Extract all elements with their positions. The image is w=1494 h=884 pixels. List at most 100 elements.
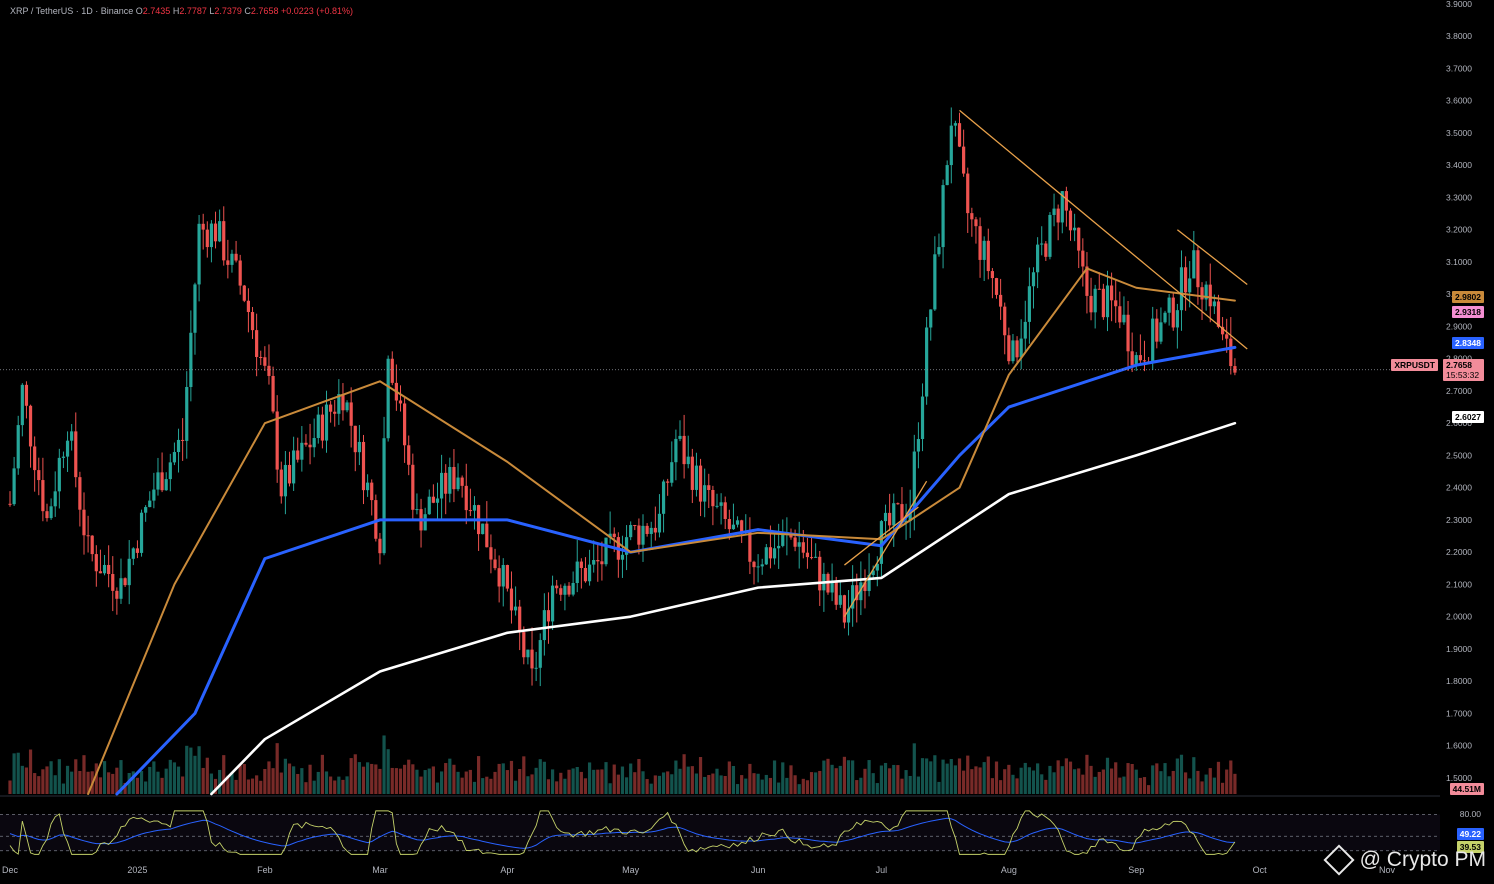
candle-body <box>357 441 361 453</box>
candle-body <box>53 491 57 507</box>
volume-bar <box>1023 762 1027 794</box>
candle-body <box>349 402 353 426</box>
trendline <box>959 109 1248 350</box>
candle-body <box>1003 306 1007 336</box>
candle-body <box>990 271 994 279</box>
candle-body <box>1089 295 1093 313</box>
volume-bar <box>333 780 337 794</box>
rsi-ma-tag: 49.22 <box>1456 828 1484 840</box>
candle-body <box>472 505 477 511</box>
volume-bar <box>522 756 526 794</box>
volume-bar <box>386 749 390 794</box>
candle-body <box>20 384 24 426</box>
volume-bar <box>218 769 222 794</box>
candle-body <box>8 503 12 505</box>
volume-bar <box>966 755 970 794</box>
volume-bar <box>690 766 694 794</box>
volume-bar <box>423 770 427 794</box>
volume-bar <box>361 766 366 794</box>
volume-bar <box>1188 778 1192 794</box>
volume-bar <box>1036 763 1040 794</box>
volume-bar <box>444 763 448 794</box>
candle-body <box>1134 355 1138 366</box>
candle-body <box>1233 366 1237 373</box>
candle-body <box>797 542 801 547</box>
volume-bar <box>920 758 925 794</box>
candle-body <box>493 559 497 569</box>
volume-bar <box>390 767 394 794</box>
volume-bar <box>768 777 773 794</box>
candle-body <box>312 438 316 448</box>
volume-bar <box>1003 769 1007 794</box>
volume-bar <box>1093 776 1097 794</box>
candle-body <box>863 582 867 592</box>
volume-bar <box>953 765 958 794</box>
candle-body <box>374 500 378 539</box>
candle-body <box>966 173 970 214</box>
volume-bar <box>131 771 135 794</box>
volume-bar <box>1027 767 1031 794</box>
price-tick-label: 2.7000 <box>1446 386 1472 396</box>
volume-bar <box>1007 764 1011 794</box>
volume-bar <box>534 767 538 794</box>
volume-bar <box>1122 776 1126 794</box>
volume-bar <box>908 775 912 794</box>
volume-bar <box>649 783 653 794</box>
candle-body <box>1118 306 1122 323</box>
volume-bar <box>912 743 916 794</box>
candle-body <box>661 481 666 514</box>
candle-body <box>612 533 616 538</box>
ma200-line <box>210 421 1237 796</box>
volume-bar <box>748 763 752 794</box>
volume-bar <box>707 775 711 794</box>
candle-body <box>1167 297 1171 313</box>
volume-bar <box>61 783 66 794</box>
candle-body <box>579 561 583 568</box>
volume-bar <box>378 768 382 794</box>
volume-bar <box>1142 777 1147 794</box>
candle-body <box>637 525 641 545</box>
volume-bar <box>337 776 341 794</box>
watermark: @ Crypto PM <box>1323 844 1486 876</box>
volume-bar <box>320 754 324 794</box>
candle-body <box>1052 208 1056 215</box>
volume-bar <box>723 776 727 794</box>
volume-bar <box>740 775 744 794</box>
volume-bar <box>160 777 164 794</box>
volume-bar <box>933 755 937 794</box>
candle-body <box>263 357 267 366</box>
volume-bar <box>283 758 287 794</box>
candle-body <box>70 431 74 441</box>
volume-bar <box>781 762 785 794</box>
volume-bar <box>682 754 686 794</box>
candle-body <box>978 226 982 260</box>
volume-bar <box>292 766 296 794</box>
volume-bar <box>608 783 612 794</box>
candle-body <box>888 512 892 526</box>
candle-body <box>16 425 20 469</box>
candle-body <box>941 185 945 248</box>
candle-body <box>641 525 645 545</box>
candle-body <box>501 565 505 587</box>
candle-body <box>957 123 962 147</box>
candle-body <box>353 425 357 453</box>
candle-body <box>855 585 859 601</box>
candle-body <box>427 496 431 515</box>
candle-body <box>411 464 415 510</box>
candle-body <box>234 253 238 261</box>
volume-bar <box>666 771 670 794</box>
candle-body <box>123 578 127 586</box>
candle-body <box>250 312 255 331</box>
candle-body <box>546 610 551 622</box>
candle-body <box>45 511 49 519</box>
rsi-ma-line <box>9 817 1235 849</box>
volume-bar <box>304 782 308 794</box>
volume-bar <box>1163 763 1167 794</box>
volume-bar <box>587 762 592 794</box>
exchange-logo-icon <box>1323 844 1355 876</box>
candle-body <box>398 400 403 404</box>
candle-body <box>970 213 974 220</box>
candle-body <box>1130 351 1134 366</box>
volume-bar <box>555 781 559 794</box>
